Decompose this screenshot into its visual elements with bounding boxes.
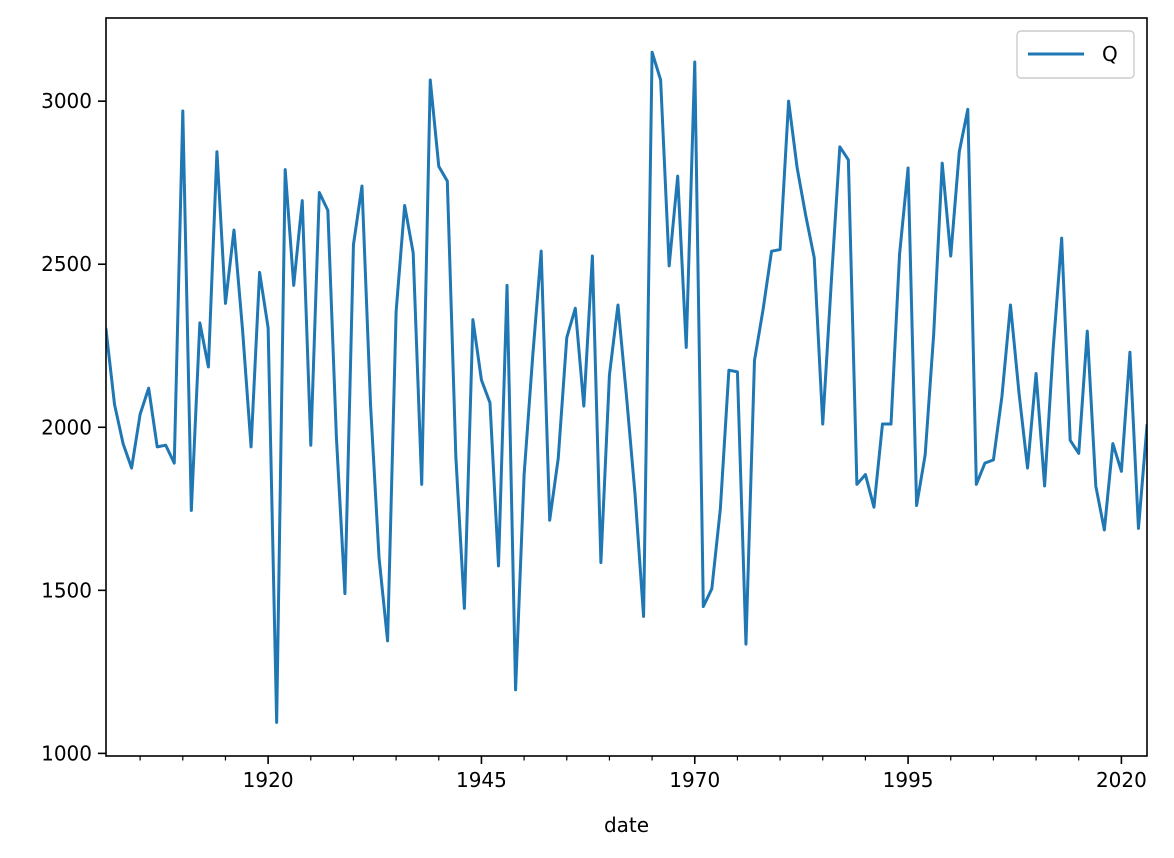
- y-tick-label: 1500: [41, 578, 92, 602]
- x-axis-ticks: 1920 1945 1970 1995 2020: [243, 756, 1147, 792]
- x-axis-title: date: [604, 813, 649, 837]
- legend: Q: [1016, 30, 1135, 79]
- x-tick-label: 1920: [243, 768, 294, 792]
- legend-label-q: Q: [1102, 42, 1118, 66]
- y-axis-ticks: 1000 1500 2000 2500 3000: [41, 89, 106, 765]
- series-line-q: [106, 50, 1147, 724]
- y-tick-label: 1000: [41, 741, 92, 765]
- y-tick-label: 2000: [41, 415, 92, 439]
- x-tick-label: 1945: [456, 768, 507, 792]
- series-layer: [106, 50, 1147, 724]
- plot-frame: [105, 17, 1148, 757]
- y-tick-label: 3000: [41, 89, 92, 113]
- x-tick-label: 1970: [669, 768, 720, 792]
- x-tick-label: 1995: [883, 768, 934, 792]
- x-tick-label: 2020: [1096, 768, 1147, 792]
- y-tick-label: 2500: [41, 252, 92, 276]
